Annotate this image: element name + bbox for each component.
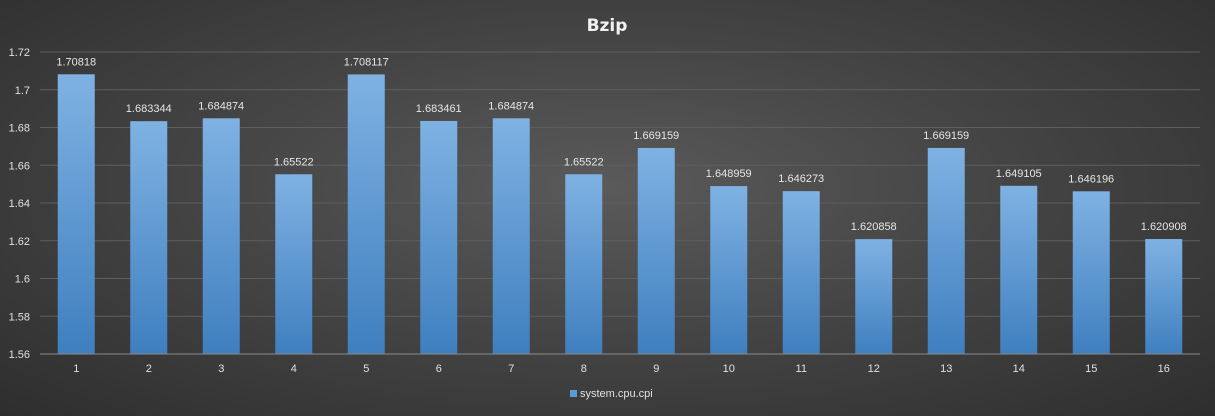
x-tick-label: 12: [868, 363, 880, 375]
legend: system.cpu.cpi: [570, 388, 653, 400]
x-tick-label: 4: [291, 363, 297, 375]
bar: [855, 239, 893, 354]
bar: [1072, 191, 1110, 354]
x-tick-label: 1: [73, 363, 79, 375]
data-label: 1.683461: [416, 103, 462, 115]
bar: [57, 74, 95, 355]
data-label: 1.648959: [706, 168, 752, 180]
x-tick-label: 11: [796, 363, 807, 375]
data-label: 1.620858: [851, 221, 897, 233]
bar: [927, 147, 965, 354]
y-tick-label: 1.66: [9, 160, 30, 172]
bar: [130, 121, 168, 354]
y-tick-label: 1.7: [15, 85, 30, 97]
data-label: 1.669159: [923, 130, 969, 142]
data-label: 1.620908: [1141, 221, 1187, 233]
x-tick-label: 16: [1158, 363, 1170, 375]
x-tick-label: 6: [436, 363, 442, 375]
legend-label: system.cpu.cpi: [580, 388, 653, 400]
x-tick-label: 8: [581, 363, 587, 375]
x-tick-label: 15: [1085, 363, 1097, 375]
x-axis-ticks: 1 2 3 4 5 6 7 8 9 10 11 12 13 14 15 16: [73, 363, 1170, 375]
bar: [637, 147, 675, 354]
y-tick-label: 1.72: [9, 47, 30, 59]
bar: [782, 191, 820, 354]
y-tick-label: 1.58: [9, 311, 30, 323]
data-label: 1.649105: [996, 168, 1042, 180]
legend-swatch: [570, 390, 577, 397]
data-label: 1.646196: [1068, 173, 1114, 185]
y-tick-label: 1.6: [15, 274, 30, 286]
chart-title: Bzip: [587, 16, 628, 36]
bar: [347, 74, 385, 354]
x-tick-label: 10: [723, 363, 735, 375]
x-tick-label: 2: [146, 363, 152, 375]
x-tick-label: 13: [940, 363, 952, 375]
bar: [492, 118, 530, 354]
data-label: 1.683344: [126, 103, 172, 115]
data-label: 1.669159: [633, 130, 679, 142]
x-tick-label: 7: [508, 363, 514, 375]
data-label: 1.708117: [344, 56, 389, 68]
x-tick-label: 9: [653, 363, 659, 375]
bar: [1145, 239, 1183, 354]
data-label: 1.684874: [198, 100, 244, 112]
x-tick-label: 14: [1013, 363, 1025, 375]
x-tick-label: 3: [218, 363, 224, 375]
bar: [202, 118, 240, 354]
x-tick-label: 5: [363, 363, 369, 375]
bar: [565, 174, 603, 354]
data-label: 1.65522: [274, 156, 314, 168]
data-label: 1.684874: [488, 100, 534, 112]
data-label: 1.70818: [56, 56, 96, 68]
data-label: 1.65522: [564, 156, 604, 168]
bar: [1000, 185, 1038, 354]
y-tick-label: 1.56: [9, 349, 30, 361]
data-label: 1.646273: [778, 173, 824, 185]
bars: [57, 74, 1183, 355]
y-tick-label: 1.68: [9, 123, 30, 135]
bar: [710, 186, 748, 354]
data-labels: 1.70818 1.683344 1.684874 1.65522 1.708117 1.…: [56, 56, 1186, 233]
y-tick-label: 1.64: [9, 198, 30, 210]
y-axis-ticks: 1.56 1.58 1.6 1.62 1.64 1.66 1.68 1.7 1.72: [9, 47, 30, 361]
bar: [420, 120, 458, 354]
bar: [275, 174, 313, 354]
y-tick-label: 1.62: [9, 236, 30, 248]
